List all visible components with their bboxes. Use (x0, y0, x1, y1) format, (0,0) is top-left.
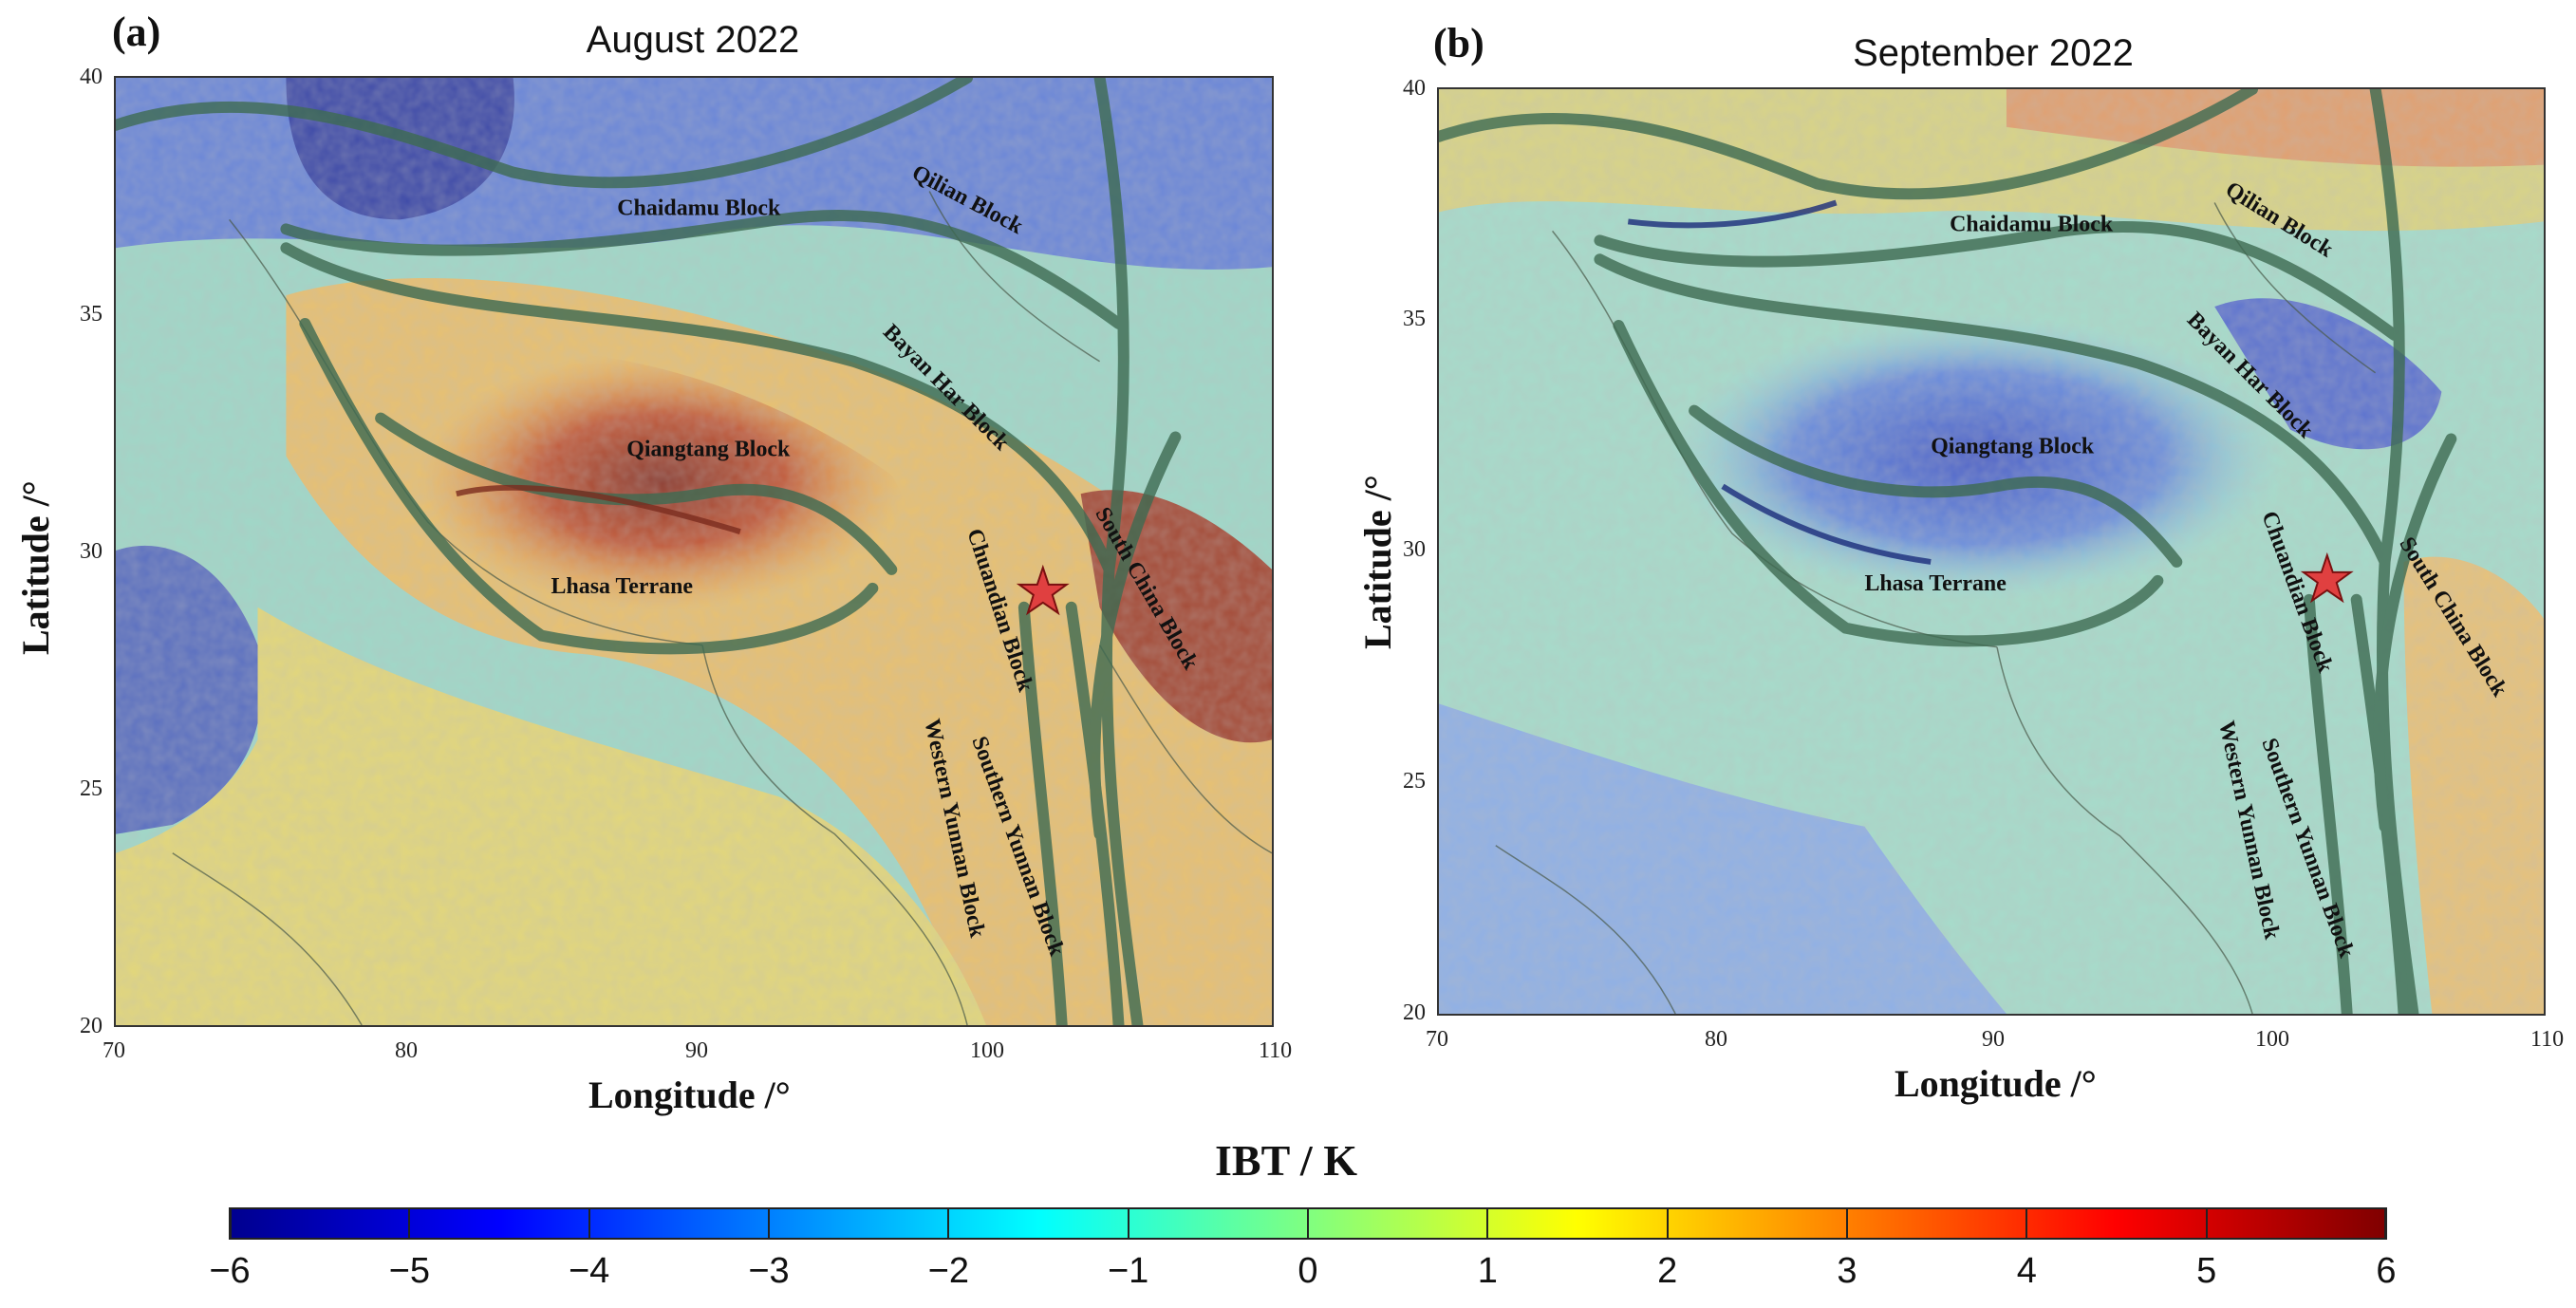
epicenter-star-marker (1016, 564, 1070, 616)
y-tick: 20 (1403, 1000, 1426, 1025)
y-axis-label: Latitude /° (1356, 475, 1399, 649)
x-tick: 80 (1705, 1027, 1727, 1052)
colorbar-tick-mark (588, 1207, 590, 1240)
colorbar-tick-mark (1846, 1207, 1848, 1240)
y-tick: 40 (1403, 76, 1426, 101)
x-tick: 110 (2530, 1027, 2565, 1052)
x-axis-label: Longitude /° (588, 1074, 791, 1116)
x-tick: 80 (395, 1038, 418, 1063)
colorbar-tick-label: −4 (568, 1251, 610, 1291)
y-tick: 30 (1403, 537, 1426, 562)
block-label-qiangtang: Qiangtang Block (1931, 434, 2095, 458)
colorbar-tick-mark (2205, 1207, 2208, 1240)
y-tick: 30 (80, 539, 103, 564)
x-axis-label: Longitude /° (1895, 1062, 2097, 1105)
panel-letter: (b) (1433, 20, 1484, 66)
colorbar-tick-mark (2025, 1207, 2028, 1240)
x-tick: 70 (103, 1038, 125, 1063)
y-tick: 35 (80, 302, 103, 327)
ibt-anomaly-map: Chaidamu Block Qilian Block Bayan Har Bl… (116, 78, 1272, 1025)
block-label-lhasa: Lhasa Terrane (1864, 571, 2006, 596)
colorbar-tick-mark (2385, 1207, 2387, 1240)
y-tick: 25 (1403, 769, 1426, 794)
y-tick: 40 (80, 65, 103, 89)
ibt-anomaly-map: Chaidamu Block Qilian Block Bayan Har Bl… (1439, 89, 2544, 1014)
colorbar-tick-label: −3 (748, 1251, 790, 1291)
block-label-chaidamu: Chaidamu Block (1950, 212, 2114, 236)
colorbar-tick-label: −5 (388, 1251, 430, 1291)
colorbar-tick-label: 5 (2196, 1251, 2217, 1291)
x-tick: 100 (2255, 1027, 2289, 1052)
colorbar-tick-mark (229, 1207, 231, 1240)
colorbar-tick-label: 0 (1297, 1251, 1318, 1291)
x-tick: 90 (1982, 1027, 2005, 1052)
colorbar-tick-mark (947, 1207, 950, 1240)
y-tick: 25 (80, 776, 103, 801)
block-label-lhasa: Lhasa Terrane (551, 574, 692, 599)
y-tick: 35 (1403, 307, 1426, 331)
colorbar-tick-label: −2 (927, 1251, 969, 1291)
colorbar-tick-label: 3 (1837, 1251, 1857, 1291)
colorbar-title: IBT / K (1215, 1136, 1357, 1185)
colorbar-tick-mark (768, 1207, 770, 1240)
panel-letter: (a) (112, 9, 161, 55)
colorbar-tick-mark (1486, 1207, 1489, 1240)
block-label-chaidamu: Chaidamu Block (617, 196, 781, 220)
x-tick: 90 (685, 1038, 708, 1063)
panel-title: September 2022 (1853, 32, 2134, 74)
colorbar-tick-label: 6 (2376, 1251, 2397, 1291)
y-tick: 20 (80, 1014, 103, 1038)
x-tick: 110 (1259, 1038, 1293, 1063)
colorbar-tick-label: 1 (1477, 1251, 1498, 1291)
colorbar-tick-mark (1666, 1207, 1669, 1240)
block-label-qiangtang: Qiangtang Block (626, 437, 791, 461)
colorbar-tick-mark (1127, 1207, 1129, 1240)
colorbar-tick-mark (1307, 1207, 1309, 1240)
colorbar-tick-label: −1 (1107, 1251, 1149, 1291)
colorbar-tick-label: −6 (209, 1251, 251, 1291)
map-area: Chaidamu Block Qilian Block Bayan Har Bl… (114, 76, 1274, 1027)
x-tick: 70 (1426, 1027, 1448, 1052)
colorbar-tick-mark (408, 1207, 411, 1240)
panel-title: August 2022 (586, 19, 800, 61)
epicenter-star-marker (2300, 551, 2354, 604)
map-area: Chaidamu Block Qilian Block Bayan Har Bl… (1437, 87, 2546, 1016)
y-axis-label: Latitude /° (14, 480, 57, 655)
colorbar-tick-label: 4 (2016, 1251, 2037, 1291)
colorbar-tick-label: 2 (1657, 1251, 1678, 1291)
x-tick: 100 (970, 1038, 1004, 1063)
